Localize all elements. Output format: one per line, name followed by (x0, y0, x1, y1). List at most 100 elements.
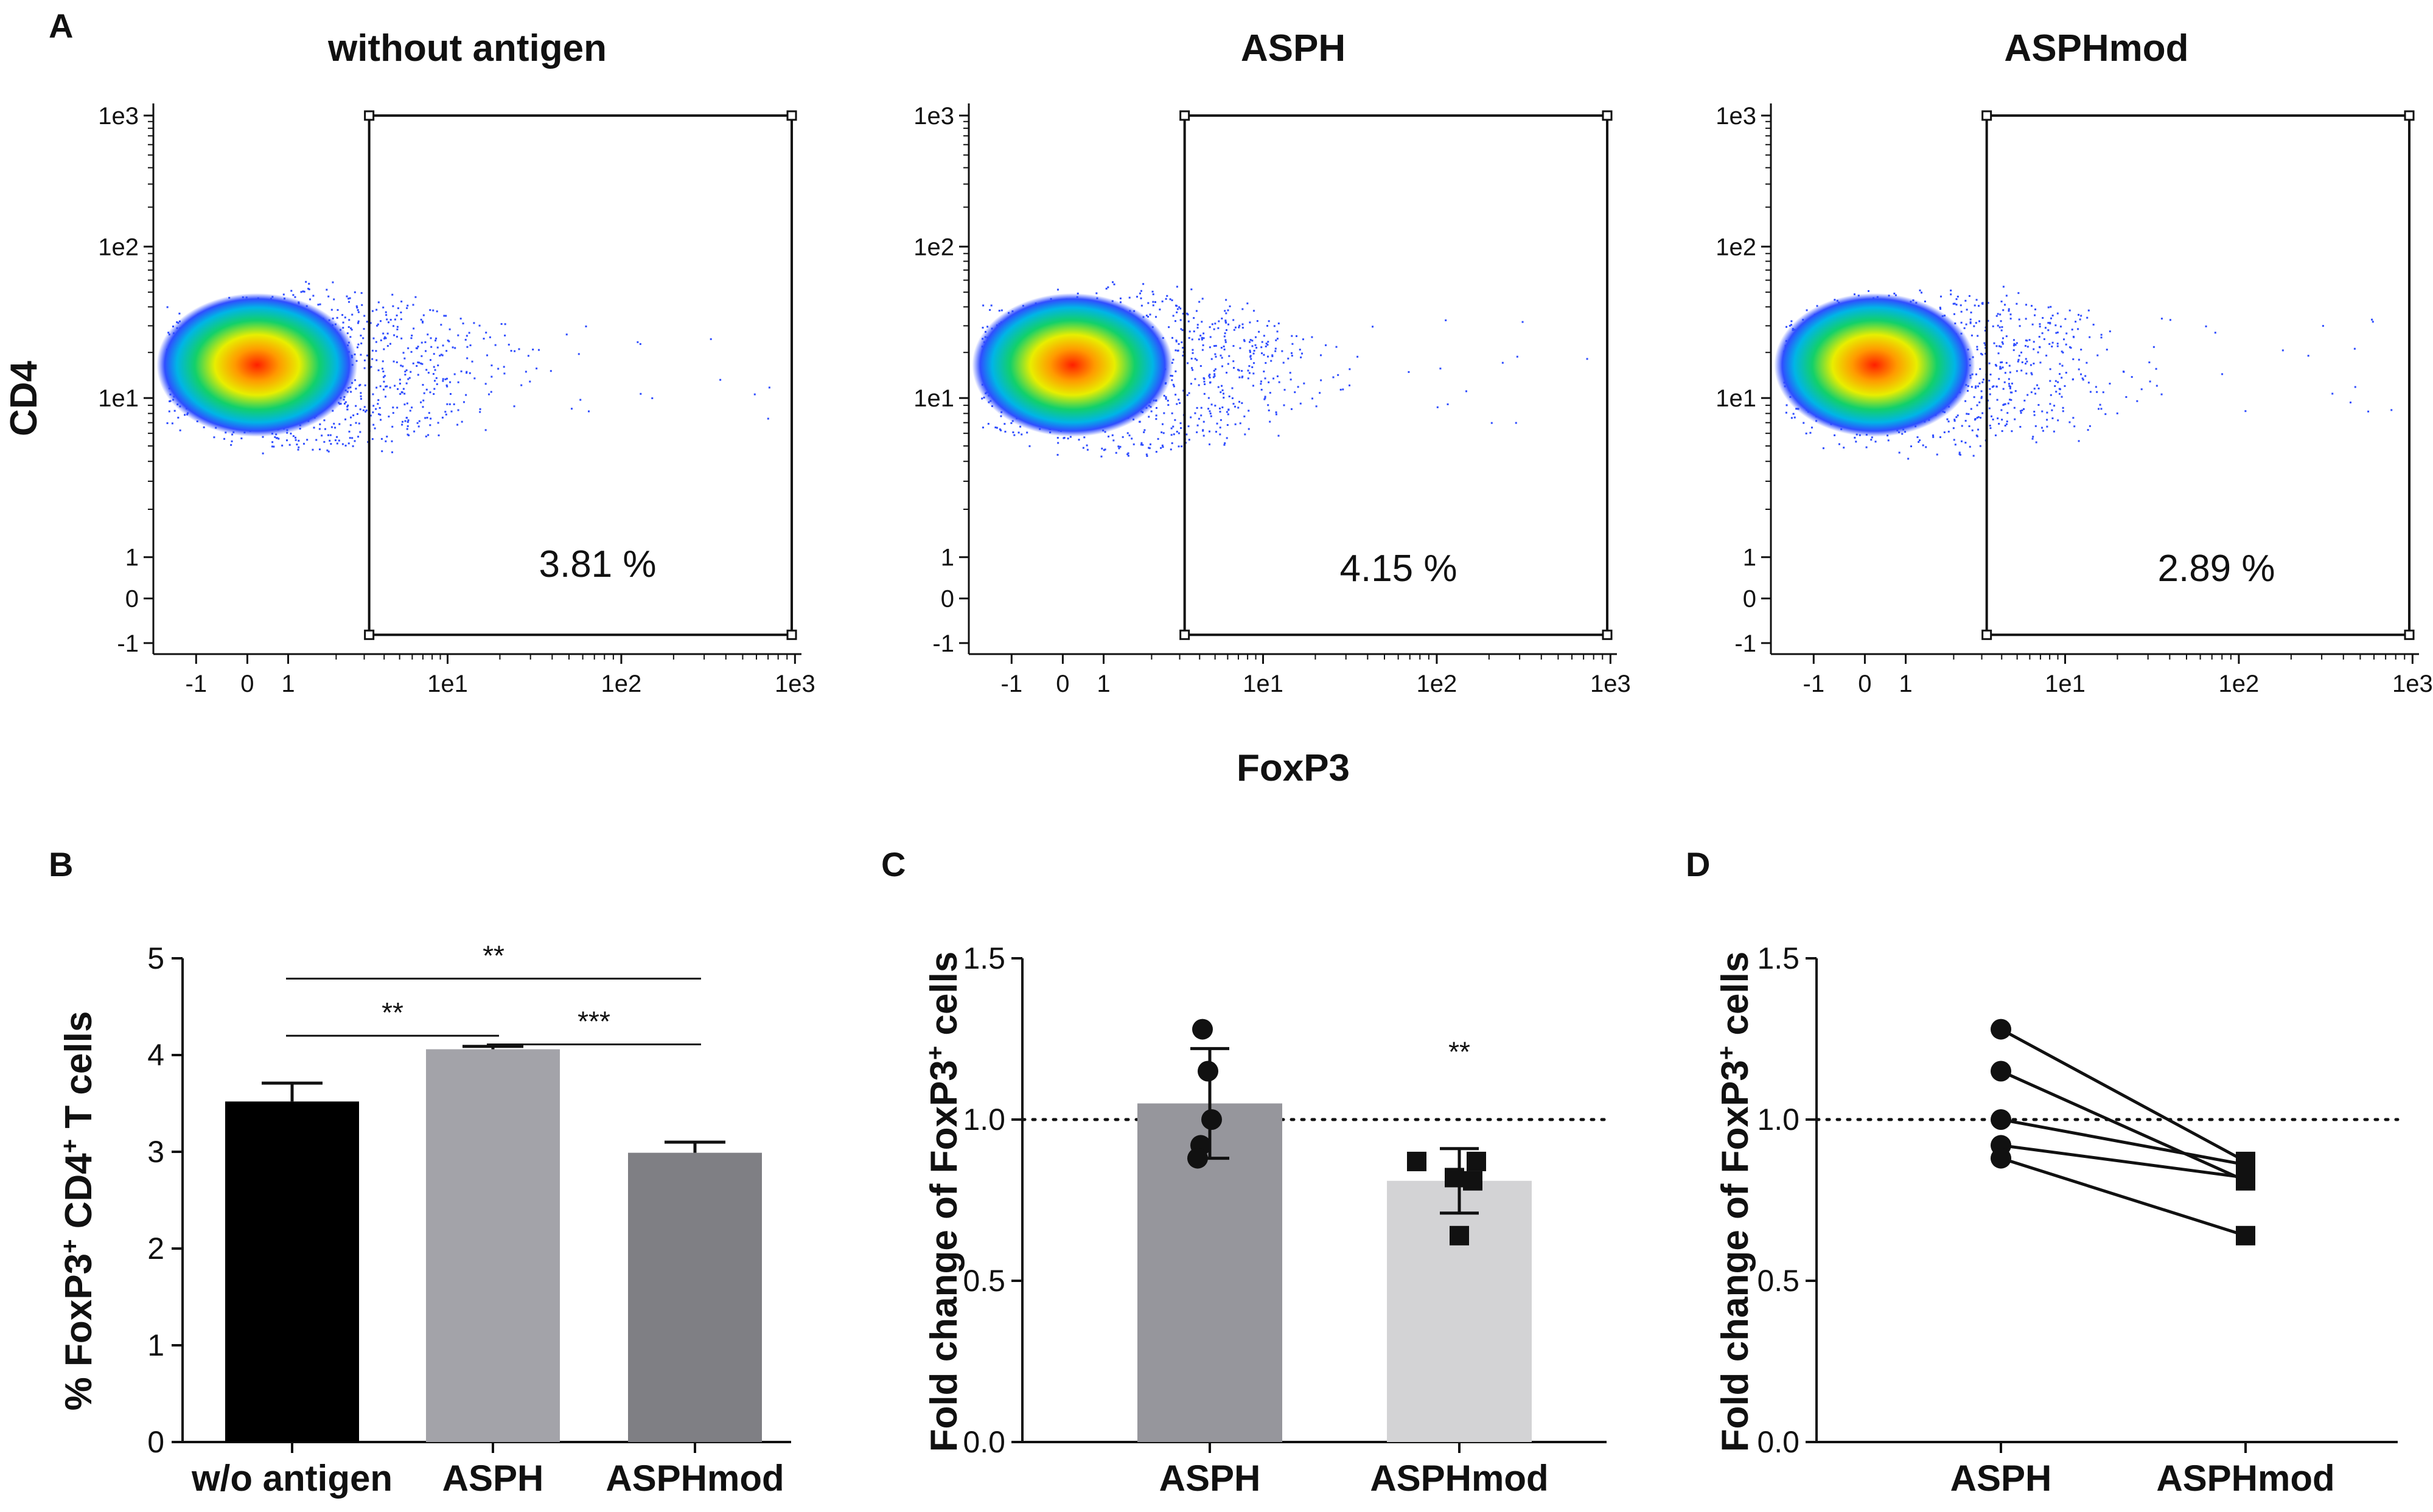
event-dot (363, 406, 366, 408)
event-dot (1265, 343, 1268, 345)
event-dot (1239, 347, 1241, 349)
event-dot (1990, 415, 1992, 417)
event-dot (1315, 405, 1318, 408)
event-dot (402, 352, 405, 354)
event-dot (1252, 352, 1255, 355)
event-dot (393, 334, 396, 336)
event-dot (1149, 443, 1151, 445)
event-dot (396, 314, 398, 316)
event-dot (2009, 386, 2011, 388)
event-dot (422, 406, 424, 408)
y-tick-label: 1.5 (963, 941, 1005, 975)
event-dot (1997, 417, 1999, 420)
event-dot (1209, 410, 1211, 413)
y-tick-label: 0 (125, 586, 139, 613)
event-dot (1984, 329, 1986, 332)
event-dot (1198, 417, 1200, 420)
event-dot (388, 416, 390, 418)
event-dot (2010, 399, 2012, 401)
event-dot (1208, 430, 1210, 433)
event-dot (1969, 322, 1972, 324)
event-dot (1214, 353, 1216, 355)
event-dot (1981, 354, 1983, 356)
flow-plot-asph: ASPH 4.15 % -1 0 1 1e1 1e2 1e3 -1 0 1 1e1 1e2 1e3 (913, 27, 1630, 697)
event-dot (433, 353, 435, 355)
event-dot (1194, 358, 1196, 360)
event-dot (2043, 338, 2045, 340)
event-dot (1152, 304, 1154, 307)
event-dot (2039, 323, 2041, 326)
data-point (1467, 1151, 1486, 1171)
event-dot (2056, 343, 2059, 345)
event-dot (1198, 301, 1201, 303)
event-dot (1119, 297, 1122, 299)
event-dot (2354, 386, 2356, 388)
event-dot (1260, 383, 1262, 385)
event-dot (1960, 321, 1963, 324)
event-dot (436, 383, 438, 385)
event-dot (1161, 444, 1164, 447)
event-dot (1056, 454, 1059, 456)
event-dot (2372, 321, 2374, 323)
event-dot (1249, 341, 1251, 343)
event-dot (2005, 294, 2008, 297)
event-dot (1219, 433, 1221, 436)
event-dot (386, 436, 388, 438)
event-dot (2035, 441, 2037, 444)
y-tick-label: 1e2 (1716, 234, 1756, 260)
event-dot (400, 301, 403, 303)
event-dot (1939, 307, 1941, 309)
event-dot (347, 404, 349, 406)
event-dot (1225, 329, 1227, 331)
event-dot (550, 370, 552, 372)
event-dot (2221, 373, 2224, 375)
event-dot (989, 308, 991, 311)
event-dot (1021, 433, 1023, 436)
event-dot (1181, 445, 1183, 448)
event-dot (1204, 383, 1206, 385)
event-dot (1252, 362, 1255, 364)
x-tick-label: -1 (1803, 671, 1825, 697)
event-dot (2009, 391, 2012, 394)
event-dot (1266, 325, 1269, 327)
event-dot (2008, 383, 2010, 385)
event-dot (1131, 437, 1133, 440)
event-dot (536, 368, 538, 370)
event-dot (1169, 298, 1171, 301)
event-dot (1203, 392, 1206, 395)
y-tick-label: 1e3 (98, 103, 139, 130)
event-dot (2050, 317, 2052, 319)
event-dot (350, 391, 352, 393)
event-dot (1128, 296, 1131, 299)
event-dot (651, 397, 654, 400)
event-dot (1275, 411, 1277, 414)
event-dot (1251, 340, 1254, 342)
event-dot (2047, 322, 2050, 324)
event-dot (349, 336, 352, 338)
event-dot (1947, 430, 1950, 433)
event-dot (295, 439, 297, 441)
event-dot (1113, 283, 1115, 285)
event-dot (1149, 313, 1151, 316)
event-dot (1281, 350, 1283, 352)
event-dot (1266, 355, 1269, 358)
event-dot (1959, 453, 1961, 456)
event-dot (2008, 364, 2011, 367)
significance-label: ** (483, 939, 504, 971)
event-dot (319, 423, 321, 425)
event-dot (1226, 411, 1228, 413)
event-dot (2307, 355, 2309, 357)
event-dot (2050, 394, 2052, 396)
event-dot (1988, 380, 1991, 382)
event-dot (1246, 302, 1249, 305)
event-dot (2011, 382, 2013, 385)
event-dot (1972, 455, 1975, 457)
event-dot (2003, 381, 2006, 383)
event-dot (1208, 375, 1210, 377)
event-dot (487, 393, 490, 395)
data-point (1192, 1019, 1213, 1040)
event-dot (375, 350, 377, 352)
event-dot (1241, 308, 1244, 310)
event-dot (2041, 410, 2044, 413)
event-dot (1152, 293, 1154, 296)
